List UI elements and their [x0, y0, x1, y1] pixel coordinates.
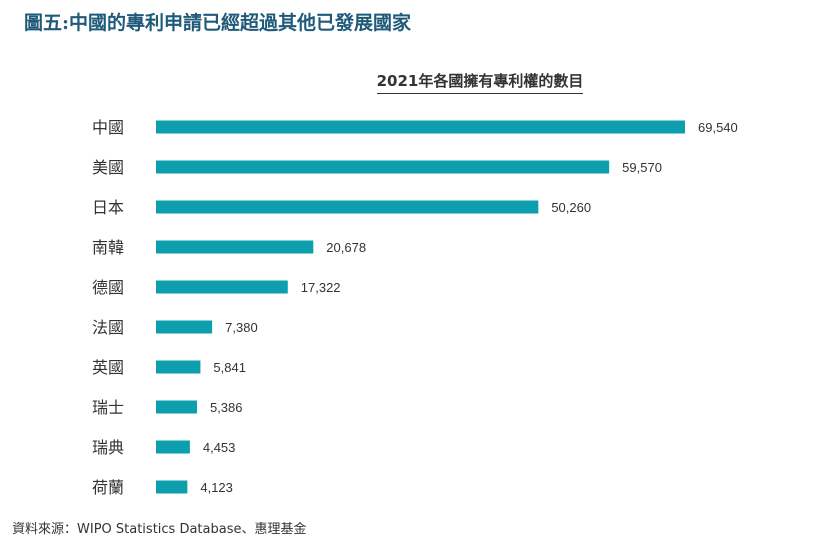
bar [156, 120, 685, 134]
value-label: 17,322 [301, 280, 341, 295]
source-note: 資料來源：WIPO Statistics Database、惠理基金 [12, 522, 307, 537]
chart-title: 2021年各國擁有專利權的數目 [330, 70, 630, 94]
category-label: 美國 [92, 158, 124, 177]
bar [156, 360, 201, 374]
value-label: 20,678 [326, 240, 366, 255]
figure-title: 圖五:中國的專利申請已經超過其他已發展國家 [24, 12, 412, 34]
value-label: 59,570 [622, 160, 662, 175]
chart-title-text: 2021年各國擁有專利權的數目 [376, 72, 584, 94]
category-label: 瑞典 [92, 438, 124, 457]
category-label: 法國 [92, 318, 124, 337]
value-label: 5,386 [210, 400, 243, 415]
category-label: 中國 [92, 118, 124, 137]
value-label: 69,540 [698, 120, 738, 135]
bar [156, 320, 213, 334]
category-label: 瑞士 [92, 398, 124, 417]
bar [156, 200, 539, 214]
category-label: 德國 [92, 278, 124, 297]
category-label: 英國 [92, 358, 124, 377]
bar [156, 480, 188, 494]
value-label: 4,453 [203, 440, 236, 455]
bar [156, 240, 314, 254]
bar [156, 400, 197, 414]
category-label: 荷蘭 [92, 478, 124, 497]
bar [156, 160, 610, 174]
bar [156, 280, 288, 294]
category-label: 日本 [92, 198, 124, 217]
value-label: 7,380 [225, 320, 258, 335]
value-label: 5,841 [213, 360, 246, 375]
value-label: 4,123 [200, 480, 233, 495]
bar [156, 440, 190, 454]
value-label: 50,260 [551, 200, 591, 215]
category-label: 南韓 [92, 238, 124, 257]
